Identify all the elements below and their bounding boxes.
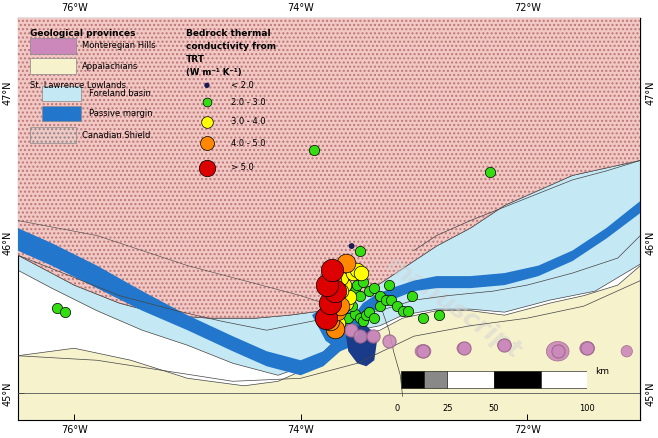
Point bbox=[361, 312, 372, 319]
Point bbox=[330, 325, 340, 332]
Point bbox=[380, 297, 391, 304]
Point bbox=[392, 303, 402, 310]
Point bbox=[418, 314, 428, 321]
Point bbox=[434, 312, 444, 319]
Point bbox=[352, 282, 363, 289]
Point bbox=[327, 277, 338, 284]
Point bbox=[355, 270, 366, 277]
Polygon shape bbox=[18, 265, 640, 420]
Point bbox=[384, 337, 394, 344]
Point bbox=[336, 312, 347, 319]
Text: manuscript: manuscript bbox=[382, 252, 526, 363]
Point bbox=[363, 288, 374, 295]
Point bbox=[344, 293, 355, 300]
Ellipse shape bbox=[497, 339, 511, 351]
Point bbox=[347, 270, 358, 277]
Polygon shape bbox=[312, 306, 363, 351]
Point bbox=[330, 288, 340, 295]
Point bbox=[386, 297, 397, 304]
Point bbox=[322, 282, 332, 289]
Point bbox=[354, 247, 365, 254]
Point bbox=[369, 314, 380, 321]
Point bbox=[374, 292, 385, 299]
Point bbox=[354, 333, 365, 340]
Point bbox=[384, 282, 394, 289]
Polygon shape bbox=[346, 326, 378, 366]
Ellipse shape bbox=[546, 342, 569, 361]
Point bbox=[344, 264, 355, 271]
Point bbox=[336, 288, 347, 295]
Point bbox=[346, 243, 357, 250]
Point bbox=[358, 279, 368, 286]
Polygon shape bbox=[18, 18, 640, 318]
Point bbox=[553, 348, 563, 355]
Point bbox=[327, 295, 338, 302]
Point bbox=[369, 285, 380, 292]
Ellipse shape bbox=[621, 346, 632, 357]
Ellipse shape bbox=[580, 342, 595, 355]
Point bbox=[341, 300, 351, 307]
Point bbox=[52, 304, 63, 311]
Polygon shape bbox=[18, 201, 640, 375]
Point bbox=[407, 292, 417, 299]
Point bbox=[346, 303, 357, 310]
Point bbox=[484, 169, 495, 176]
Point bbox=[354, 292, 365, 299]
Point bbox=[309, 146, 320, 153]
Point bbox=[418, 348, 428, 355]
Point bbox=[354, 314, 365, 321]
Ellipse shape bbox=[343, 324, 357, 336]
Polygon shape bbox=[18, 160, 640, 375]
Point bbox=[345, 327, 356, 334]
Point bbox=[325, 318, 336, 325]
Point bbox=[403, 307, 413, 314]
Ellipse shape bbox=[415, 344, 431, 358]
Point bbox=[499, 342, 510, 349]
Point bbox=[350, 310, 361, 317]
Point bbox=[343, 314, 353, 321]
Point bbox=[459, 345, 469, 352]
Point bbox=[374, 303, 385, 310]
Point bbox=[352, 267, 363, 274]
Point bbox=[368, 333, 378, 340]
Point bbox=[336, 274, 347, 281]
Point bbox=[320, 314, 331, 321]
Point bbox=[397, 307, 408, 314]
Point bbox=[582, 345, 592, 352]
Point bbox=[332, 307, 342, 314]
Point bbox=[335, 303, 345, 310]
Point bbox=[341, 259, 351, 266]
Point bbox=[350, 288, 361, 295]
Point bbox=[338, 282, 349, 289]
Point bbox=[333, 319, 343, 326]
Ellipse shape bbox=[457, 342, 470, 354]
Point bbox=[327, 267, 338, 274]
Ellipse shape bbox=[368, 331, 379, 342]
Point bbox=[363, 309, 374, 316]
Point bbox=[325, 300, 336, 307]
Point bbox=[60, 309, 70, 316]
Point bbox=[358, 318, 368, 325]
Point bbox=[346, 267, 357, 274]
